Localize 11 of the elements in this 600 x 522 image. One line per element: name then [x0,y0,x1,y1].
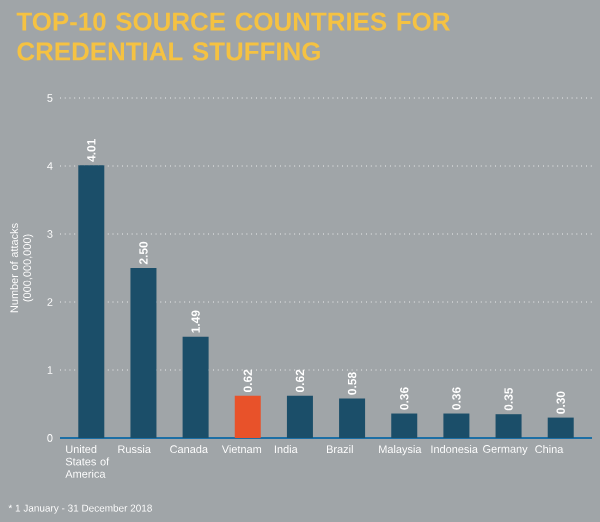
bar [339,398,366,438]
bar [234,395,261,438]
bar [495,414,522,438]
bar [547,417,574,438]
bar [182,336,209,438]
bar [130,268,157,438]
bar [286,395,313,438]
bar [391,413,418,438]
bar [443,413,470,438]
chart-title: TOP-10 SOURCE COUNTRIES FOR CREDENTIAL STUFFING [16,12,451,61]
bar [78,165,105,438]
